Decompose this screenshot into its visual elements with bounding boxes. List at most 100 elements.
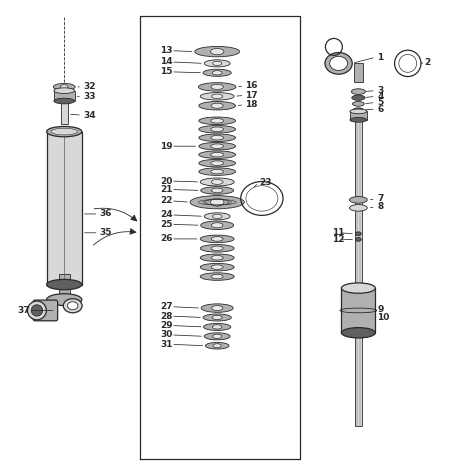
Text: 13: 13 (160, 46, 172, 55)
Ellipse shape (204, 60, 230, 67)
Text: 8: 8 (377, 202, 383, 211)
Ellipse shape (199, 142, 236, 150)
Ellipse shape (212, 315, 222, 320)
Ellipse shape (350, 117, 367, 122)
Ellipse shape (212, 214, 222, 218)
Text: 19: 19 (160, 142, 172, 151)
Ellipse shape (199, 134, 236, 142)
Text: 34: 34 (83, 111, 96, 120)
Ellipse shape (60, 85, 68, 89)
Ellipse shape (200, 245, 234, 252)
FancyBboxPatch shape (54, 91, 75, 101)
FancyBboxPatch shape (33, 300, 58, 321)
Ellipse shape (341, 283, 375, 293)
Text: 14: 14 (160, 57, 172, 67)
Ellipse shape (67, 302, 78, 310)
Ellipse shape (211, 85, 223, 89)
Text: 12: 12 (332, 235, 345, 244)
Ellipse shape (199, 168, 236, 175)
Text: 22: 22 (160, 196, 172, 205)
Ellipse shape (201, 187, 234, 194)
Ellipse shape (54, 98, 75, 104)
Ellipse shape (47, 279, 82, 290)
Ellipse shape (195, 47, 239, 57)
Ellipse shape (211, 237, 223, 241)
Text: 2: 2 (424, 58, 430, 67)
Ellipse shape (211, 188, 223, 193)
Ellipse shape (200, 254, 234, 262)
Text: 16: 16 (245, 82, 258, 90)
Text: 4: 4 (377, 92, 384, 101)
Ellipse shape (211, 170, 224, 174)
Ellipse shape (199, 125, 236, 133)
Ellipse shape (199, 102, 236, 110)
Text: 5: 5 (377, 98, 383, 107)
Ellipse shape (53, 84, 75, 90)
Ellipse shape (51, 128, 77, 135)
Ellipse shape (353, 108, 363, 112)
Text: 28: 28 (160, 312, 172, 321)
Ellipse shape (190, 196, 244, 209)
Text: 33: 33 (83, 92, 95, 101)
Ellipse shape (211, 144, 224, 149)
Text: 26: 26 (160, 234, 172, 243)
Ellipse shape (211, 198, 224, 206)
Ellipse shape (199, 117, 236, 124)
Ellipse shape (355, 238, 361, 241)
Ellipse shape (211, 180, 223, 184)
Text: 30: 30 (160, 331, 172, 340)
FancyBboxPatch shape (354, 63, 363, 82)
Ellipse shape (205, 342, 229, 349)
Ellipse shape (200, 178, 234, 186)
Ellipse shape (63, 299, 82, 313)
Ellipse shape (212, 325, 222, 329)
Text: 7: 7 (377, 194, 384, 203)
Circle shape (27, 301, 46, 320)
Text: 18: 18 (245, 100, 258, 109)
Text: 27: 27 (160, 302, 172, 311)
Ellipse shape (211, 161, 224, 165)
Ellipse shape (353, 102, 364, 106)
Text: 29: 29 (160, 321, 172, 330)
Ellipse shape (351, 89, 365, 95)
Text: 25: 25 (160, 220, 172, 229)
Ellipse shape (350, 109, 367, 114)
Text: 31: 31 (160, 340, 172, 349)
Text: 32: 32 (83, 82, 95, 91)
Ellipse shape (211, 152, 224, 157)
Text: 9: 9 (377, 304, 384, 314)
Ellipse shape (213, 344, 221, 348)
Circle shape (31, 305, 42, 316)
Text: 11: 11 (332, 228, 345, 238)
Ellipse shape (352, 95, 365, 100)
Ellipse shape (47, 126, 82, 137)
Ellipse shape (203, 323, 231, 331)
Text: 6: 6 (377, 104, 383, 114)
Ellipse shape (246, 186, 278, 211)
Ellipse shape (213, 61, 222, 66)
Ellipse shape (204, 213, 230, 220)
Ellipse shape (201, 304, 233, 313)
FancyBboxPatch shape (355, 120, 362, 426)
Text: 1: 1 (377, 53, 383, 62)
Text: 17: 17 (245, 91, 258, 100)
Text: 35: 35 (100, 228, 112, 238)
Ellipse shape (198, 83, 236, 91)
FancyBboxPatch shape (61, 103, 67, 124)
Text: 24: 24 (160, 210, 172, 219)
Text: 23: 23 (260, 178, 272, 187)
Ellipse shape (325, 53, 352, 74)
Ellipse shape (213, 334, 222, 339)
Ellipse shape (204, 333, 230, 340)
Ellipse shape (341, 328, 375, 338)
Text: 20: 20 (160, 177, 172, 186)
Ellipse shape (355, 232, 361, 236)
Ellipse shape (54, 88, 75, 94)
Ellipse shape (211, 127, 224, 132)
Text: 21: 21 (160, 185, 172, 194)
Ellipse shape (329, 57, 347, 70)
FancyBboxPatch shape (47, 132, 82, 285)
Ellipse shape (211, 103, 223, 108)
Ellipse shape (211, 274, 223, 279)
Ellipse shape (349, 197, 367, 203)
